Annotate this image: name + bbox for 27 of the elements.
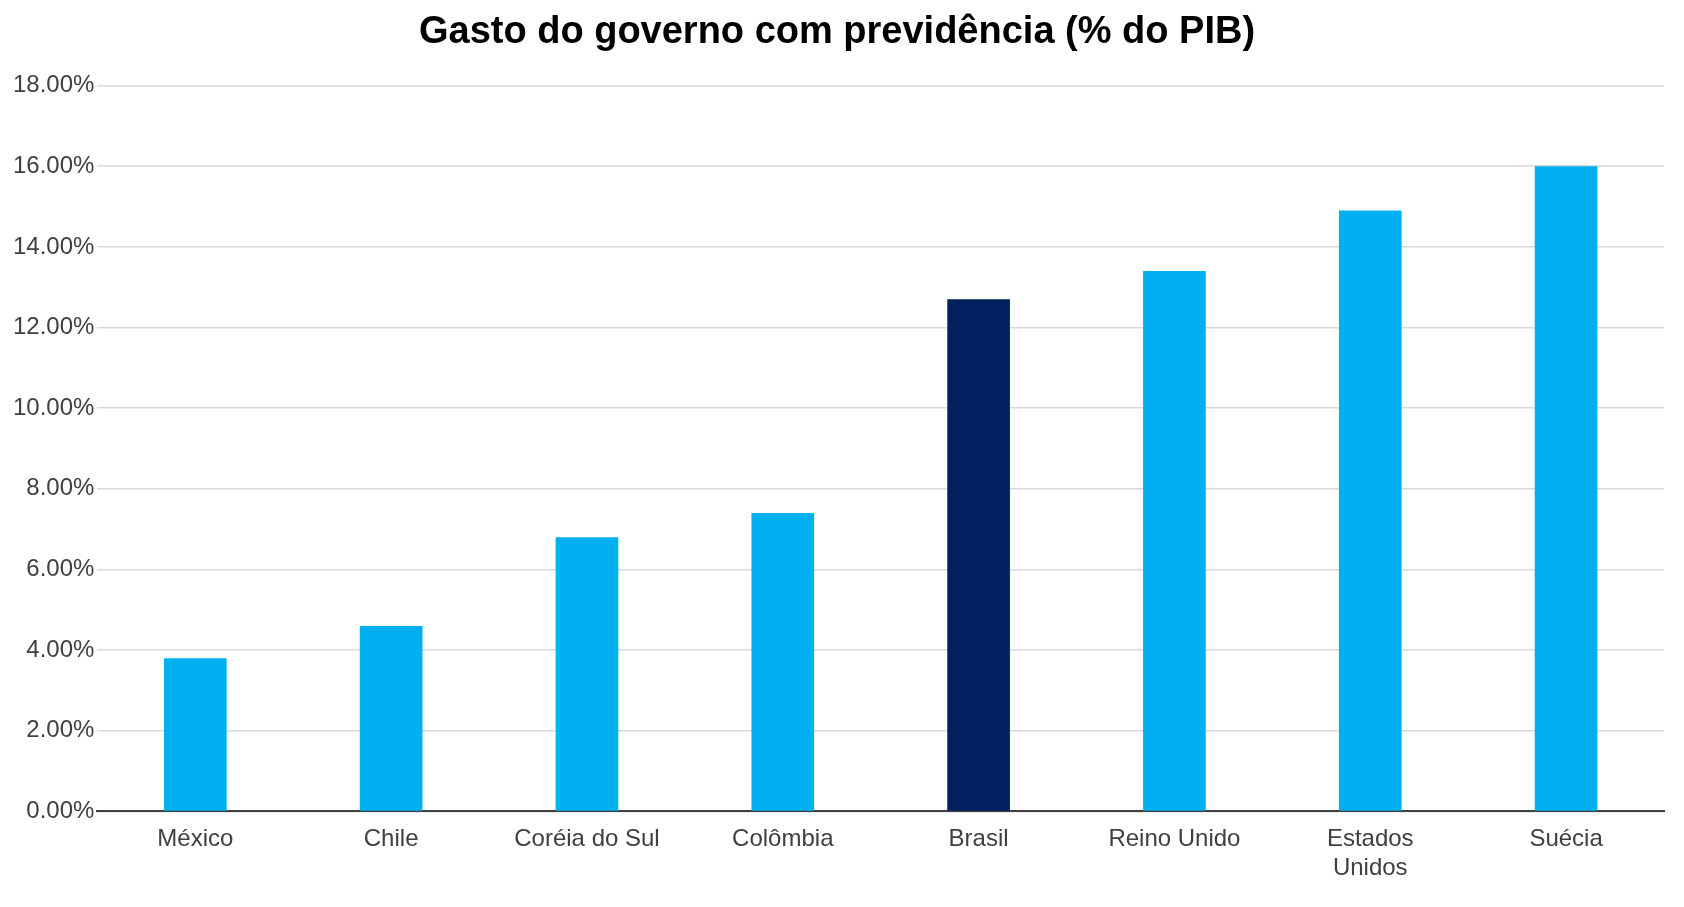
y-tick-label: 4.00% (26, 634, 95, 662)
y-tick-label: 6.00% (26, 554, 95, 582)
bar (359, 625, 423, 811)
x-tick-label: Coréia do Sul (514, 824, 660, 852)
y-tick-label: 14.00% (12, 231, 95, 259)
bar (1534, 166, 1598, 811)
y-tick-label: 10.00% (12, 392, 95, 420)
bar (163, 658, 227, 811)
y-tick-label: 2.00% (26, 715, 95, 743)
x-tick-label: Estados Unidos (1326, 824, 1414, 881)
bar (751, 513, 815, 811)
bar (1338, 210, 1402, 811)
x-tick-label: Reino Unido (1108, 824, 1241, 852)
chart-title: Gasto do governo com previdência (% do PIB) (418, 9, 1256, 52)
y-tick-label: 0.00% (26, 796, 95, 824)
x-tick-label: Colômbia (732, 824, 835, 852)
x-tick-label: Suécia (1529, 824, 1604, 852)
bar (947, 299, 1010, 811)
y-tick-label: 16.00% (12, 150, 95, 178)
bar (555, 537, 619, 811)
bar (1143, 271, 1206, 811)
y-tick-label: 18.00% (12, 70, 95, 98)
x-tick-label: Chile (363, 824, 419, 852)
x-tick-label: México (157, 824, 234, 852)
y-tick-label: 12.00% (12, 312, 95, 340)
y-tick-label: 8.00% (26, 473, 95, 501)
x-tick-label: Brasil (948, 824, 1009, 852)
